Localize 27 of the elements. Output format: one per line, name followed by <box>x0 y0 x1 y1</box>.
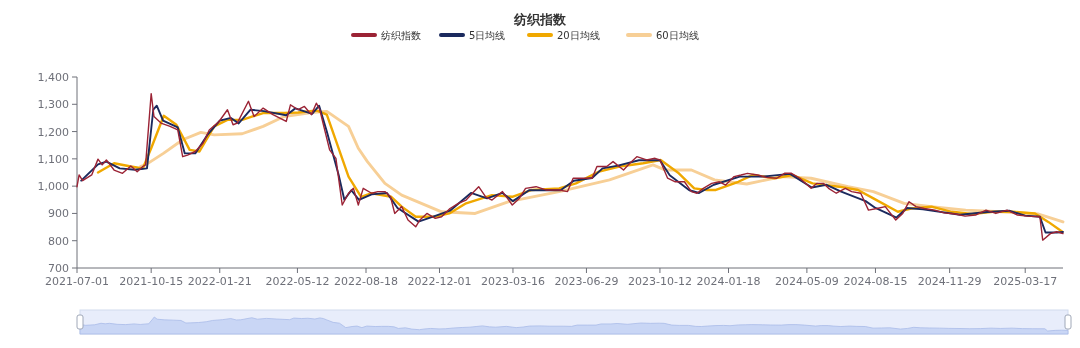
legend-label: 20日均线 <box>557 30 600 41</box>
y-tick-label: 900 <box>48 207 69 221</box>
x-tick-label: 2025-03-17 <box>993 275 1058 288</box>
x-tick-label: 2023-10-12 <box>627 275 692 288</box>
x-tick-label: 2023-06-29 <box>554 275 619 288</box>
x-tick-label: 2022-05-12 <box>265 275 330 288</box>
x-tick-label: 2024-08-15 <box>843 275 908 288</box>
legend-label: 纺织指数 <box>381 30 421 41</box>
y-tick-label: 1,300 <box>37 98 69 112</box>
x-tick-label: 2021-07-01 <box>45 275 109 288</box>
x-tick-label: 2022-01-21 <box>187 275 252 288</box>
x-tick-label: 2023-03-16 <box>481 275 545 288</box>
y-tick-label: 1,400 <box>37 71 69 84</box>
chart-title: 纺织指数 <box>513 12 567 27</box>
y-tick-label: 800 <box>48 234 69 248</box>
y-tick-label: 700 <box>48 262 69 275</box>
legend-label: 5日均线 <box>469 30 506 41</box>
x-tick-label: 2024-05-09 <box>774 275 839 288</box>
legend-label: 60日均线 <box>656 30 699 41</box>
x-tick-label: 2022-08-18 <box>334 275 398 288</box>
x-tick-label: 2021-10-15 <box>119 275 184 288</box>
x-tick-label: 2024-11-29 <box>917 275 982 288</box>
y-tick-label: 1,100 <box>37 152 69 166</box>
y-tick-label: 1,000 <box>37 180 69 194</box>
y-tick-label: 1,200 <box>37 125 69 139</box>
x-tick-label: 2024-01-18 <box>696 275 761 288</box>
x-tick-label: 2022-12-01 <box>407 275 472 288</box>
